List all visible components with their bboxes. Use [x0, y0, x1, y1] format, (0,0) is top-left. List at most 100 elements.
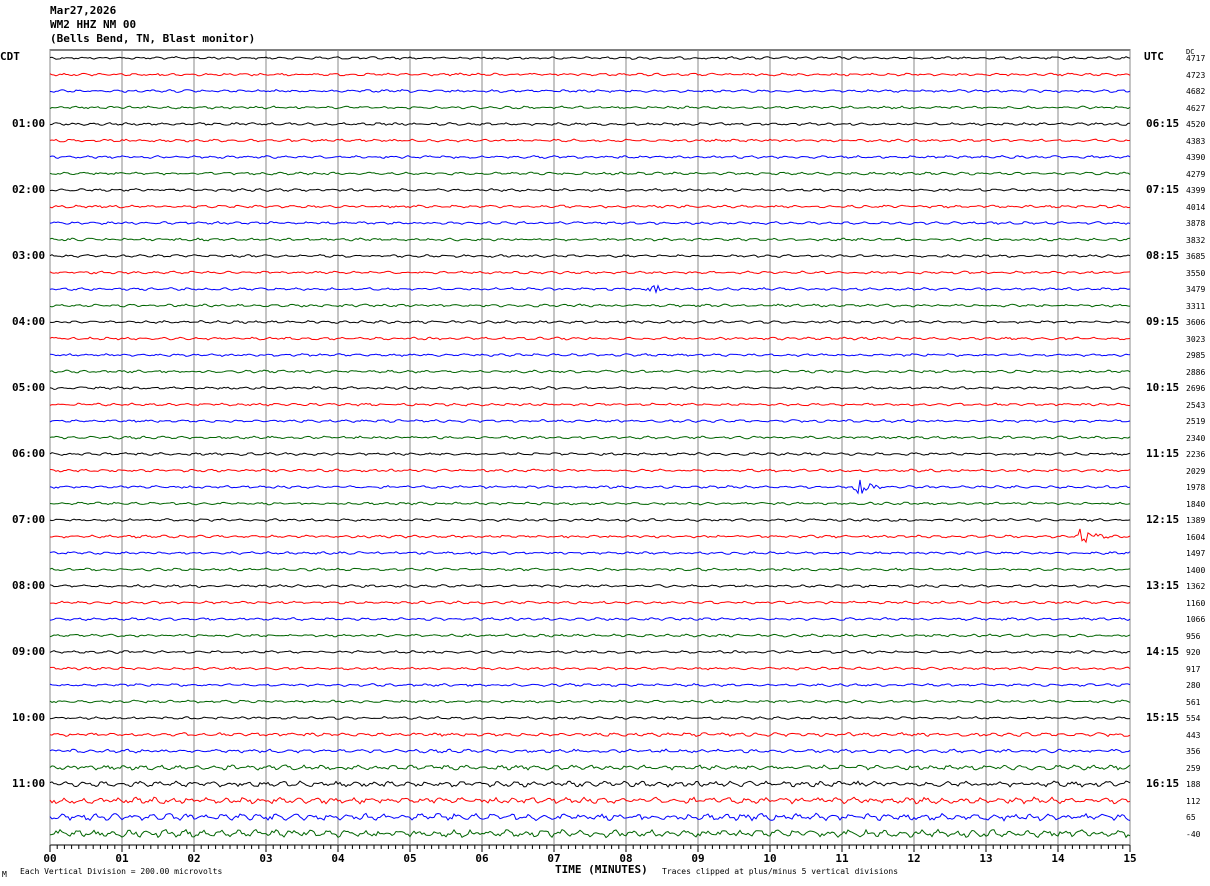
- dc-offset-label: 112: [1186, 796, 1201, 806]
- dc-offset-label: 2519: [1186, 417, 1206, 426]
- x-tick-label: 12: [907, 852, 921, 865]
- trace-line: [49, 501, 1131, 506]
- right-hour-label: 07:15: [1146, 183, 1180, 196]
- x-tick-label: 13: [979, 852, 993, 865]
- dc-offset-label: 3878: [1186, 219, 1206, 228]
- trace-line: [50, 528, 1131, 544]
- plot-frame: [49, 49, 1131, 846]
- trace-line: [49, 320, 1131, 325]
- right-hour-label: 13:15: [1146, 579, 1180, 592]
- right-hour-label: 16:15: [1146, 777, 1180, 790]
- trace-line: [49, 105, 1131, 110]
- left-hour-label: 03:00: [12, 249, 46, 262]
- trace-line: [49, 72, 1131, 77]
- x-tick-label: 06: [475, 852, 489, 865]
- dc-offset-label: 554: [1186, 714, 1201, 723]
- trace-line: [49, 567, 1131, 572]
- dc-offset-label: 1066: [1186, 615, 1206, 624]
- trace-line: [49, 369, 1131, 374]
- left-hour-label: 08:00: [12, 579, 46, 592]
- trace-line: [49, 402, 1131, 407]
- date-label: Mar27,2026: [50, 4, 117, 17]
- left-hour-label: 10:00: [12, 711, 46, 724]
- dc-offset-label: 2236: [1186, 450, 1206, 459]
- dc-offset-label: 4520: [1186, 120, 1206, 129]
- dc-offset-label: 2543: [1186, 400, 1206, 410]
- trace-line: [49, 284, 1131, 295]
- dc-offset-label: 956: [1186, 631, 1201, 641]
- left-hour-label: 02:00: [12, 183, 46, 196]
- x-tick-label: 14: [1051, 852, 1065, 865]
- trace-line: [49, 764, 1131, 771]
- trace-line: [49, 89, 1131, 94]
- trace-line: [49, 828, 1131, 839]
- left-hour-label: 01:00: [12, 117, 46, 130]
- dc-offset-label: 1604: [1186, 532, 1206, 542]
- dc-offset-label: 259: [1186, 763, 1201, 773]
- trace-line: [49, 221, 1131, 225]
- dc-offset-label: 561: [1186, 697, 1201, 707]
- trace-line: [49, 155, 1131, 159]
- dc-offset-label: 4682: [1186, 87, 1206, 96]
- x-tick-label: 10: [763, 852, 777, 865]
- trace-line: [49, 633, 1131, 638]
- trace-line: [49, 617, 1131, 621]
- scale-note: Each Vertical Division = 200.00 microvol…: [20, 867, 223, 876]
- trace-line: [49, 699, 1131, 704]
- trace-line: [49, 56, 1131, 60]
- trace-line: [49, 353, 1131, 358]
- dc-offset-label: 280: [1186, 681, 1201, 690]
- dc-offset-label: 1400: [1186, 565, 1206, 575]
- dc-offset-label: 4383: [1186, 136, 1206, 146]
- right-hour-label: 12:15: [1146, 513, 1180, 526]
- trace-line: [49, 122, 1131, 126]
- right-hour-label: 11:15: [1146, 447, 1180, 460]
- dc-offset-label: 3311: [1186, 301, 1206, 311]
- dc-offset-label: 188: [1186, 780, 1201, 789]
- dc-offset-label: 4627: [1186, 103, 1206, 113]
- right-hour-label: 06:15: [1146, 117, 1180, 130]
- trace-line: [49, 780, 1131, 788]
- dc-offset-label: 65: [1186, 813, 1196, 822]
- trace-line: [49, 303, 1131, 308]
- dc-offset-label: 1389: [1186, 516, 1206, 525]
- x-tick-label: 01: [115, 852, 129, 865]
- x-tick-label: 00: [43, 852, 57, 865]
- trace-line: [49, 649, 1130, 655]
- x-tick-label: 15: [1123, 852, 1137, 865]
- trace-line: [49, 731, 1131, 738]
- dc-offset-label: 1362: [1186, 582, 1206, 591]
- trace-line: [49, 336, 1131, 341]
- corner-mark: M: [2, 870, 7, 879]
- trace-line: [49, 812, 1131, 822]
- right-hour-label: 10:15: [1146, 381, 1180, 394]
- trace-line: [49, 600, 1131, 605]
- trace-line: [49, 237, 1131, 242]
- dc-offset-label: 2886: [1186, 367, 1206, 377]
- x-axis-title: TIME (MINUTES): [555, 863, 648, 876]
- trace-line: [49, 666, 1131, 671]
- x-tick-label: 11: [835, 852, 849, 865]
- dc-offset-label: 2985: [1186, 351, 1206, 360]
- left-hour-label: 06:00: [12, 447, 46, 460]
- left-hour-label: 05:00: [12, 381, 46, 394]
- dc-offset-label: 3685: [1186, 252, 1206, 261]
- trace-line: [49, 270, 1131, 275]
- x-tick-label: 07: [547, 852, 561, 865]
- trace-line: [49, 584, 1131, 588]
- dc-offset-label: 1978: [1186, 483, 1206, 492]
- dc-offset-label: 3550: [1186, 268, 1206, 278]
- dc-offset-label: 4717: [1186, 54, 1206, 63]
- right-hour-label: 14:15: [1146, 645, 1180, 658]
- dc-offset-label: -40: [1186, 829, 1201, 839]
- x-tick-label: 03: [259, 852, 273, 865]
- dc-offset-label: 4399: [1186, 186, 1206, 195]
- trace-line: [49, 468, 1131, 473]
- trace-line: [49, 518, 1131, 522]
- clip-note: Traces clipped at plus/minus 5 vertical …: [662, 867, 899, 876]
- trace-line: [49, 796, 1131, 805]
- dc-offset-label: 3832: [1186, 235, 1206, 245]
- trace-line: [49, 138, 1131, 143]
- right-hour-label: 09:15: [1146, 315, 1180, 328]
- dc-offset-label: 917: [1186, 664, 1201, 674]
